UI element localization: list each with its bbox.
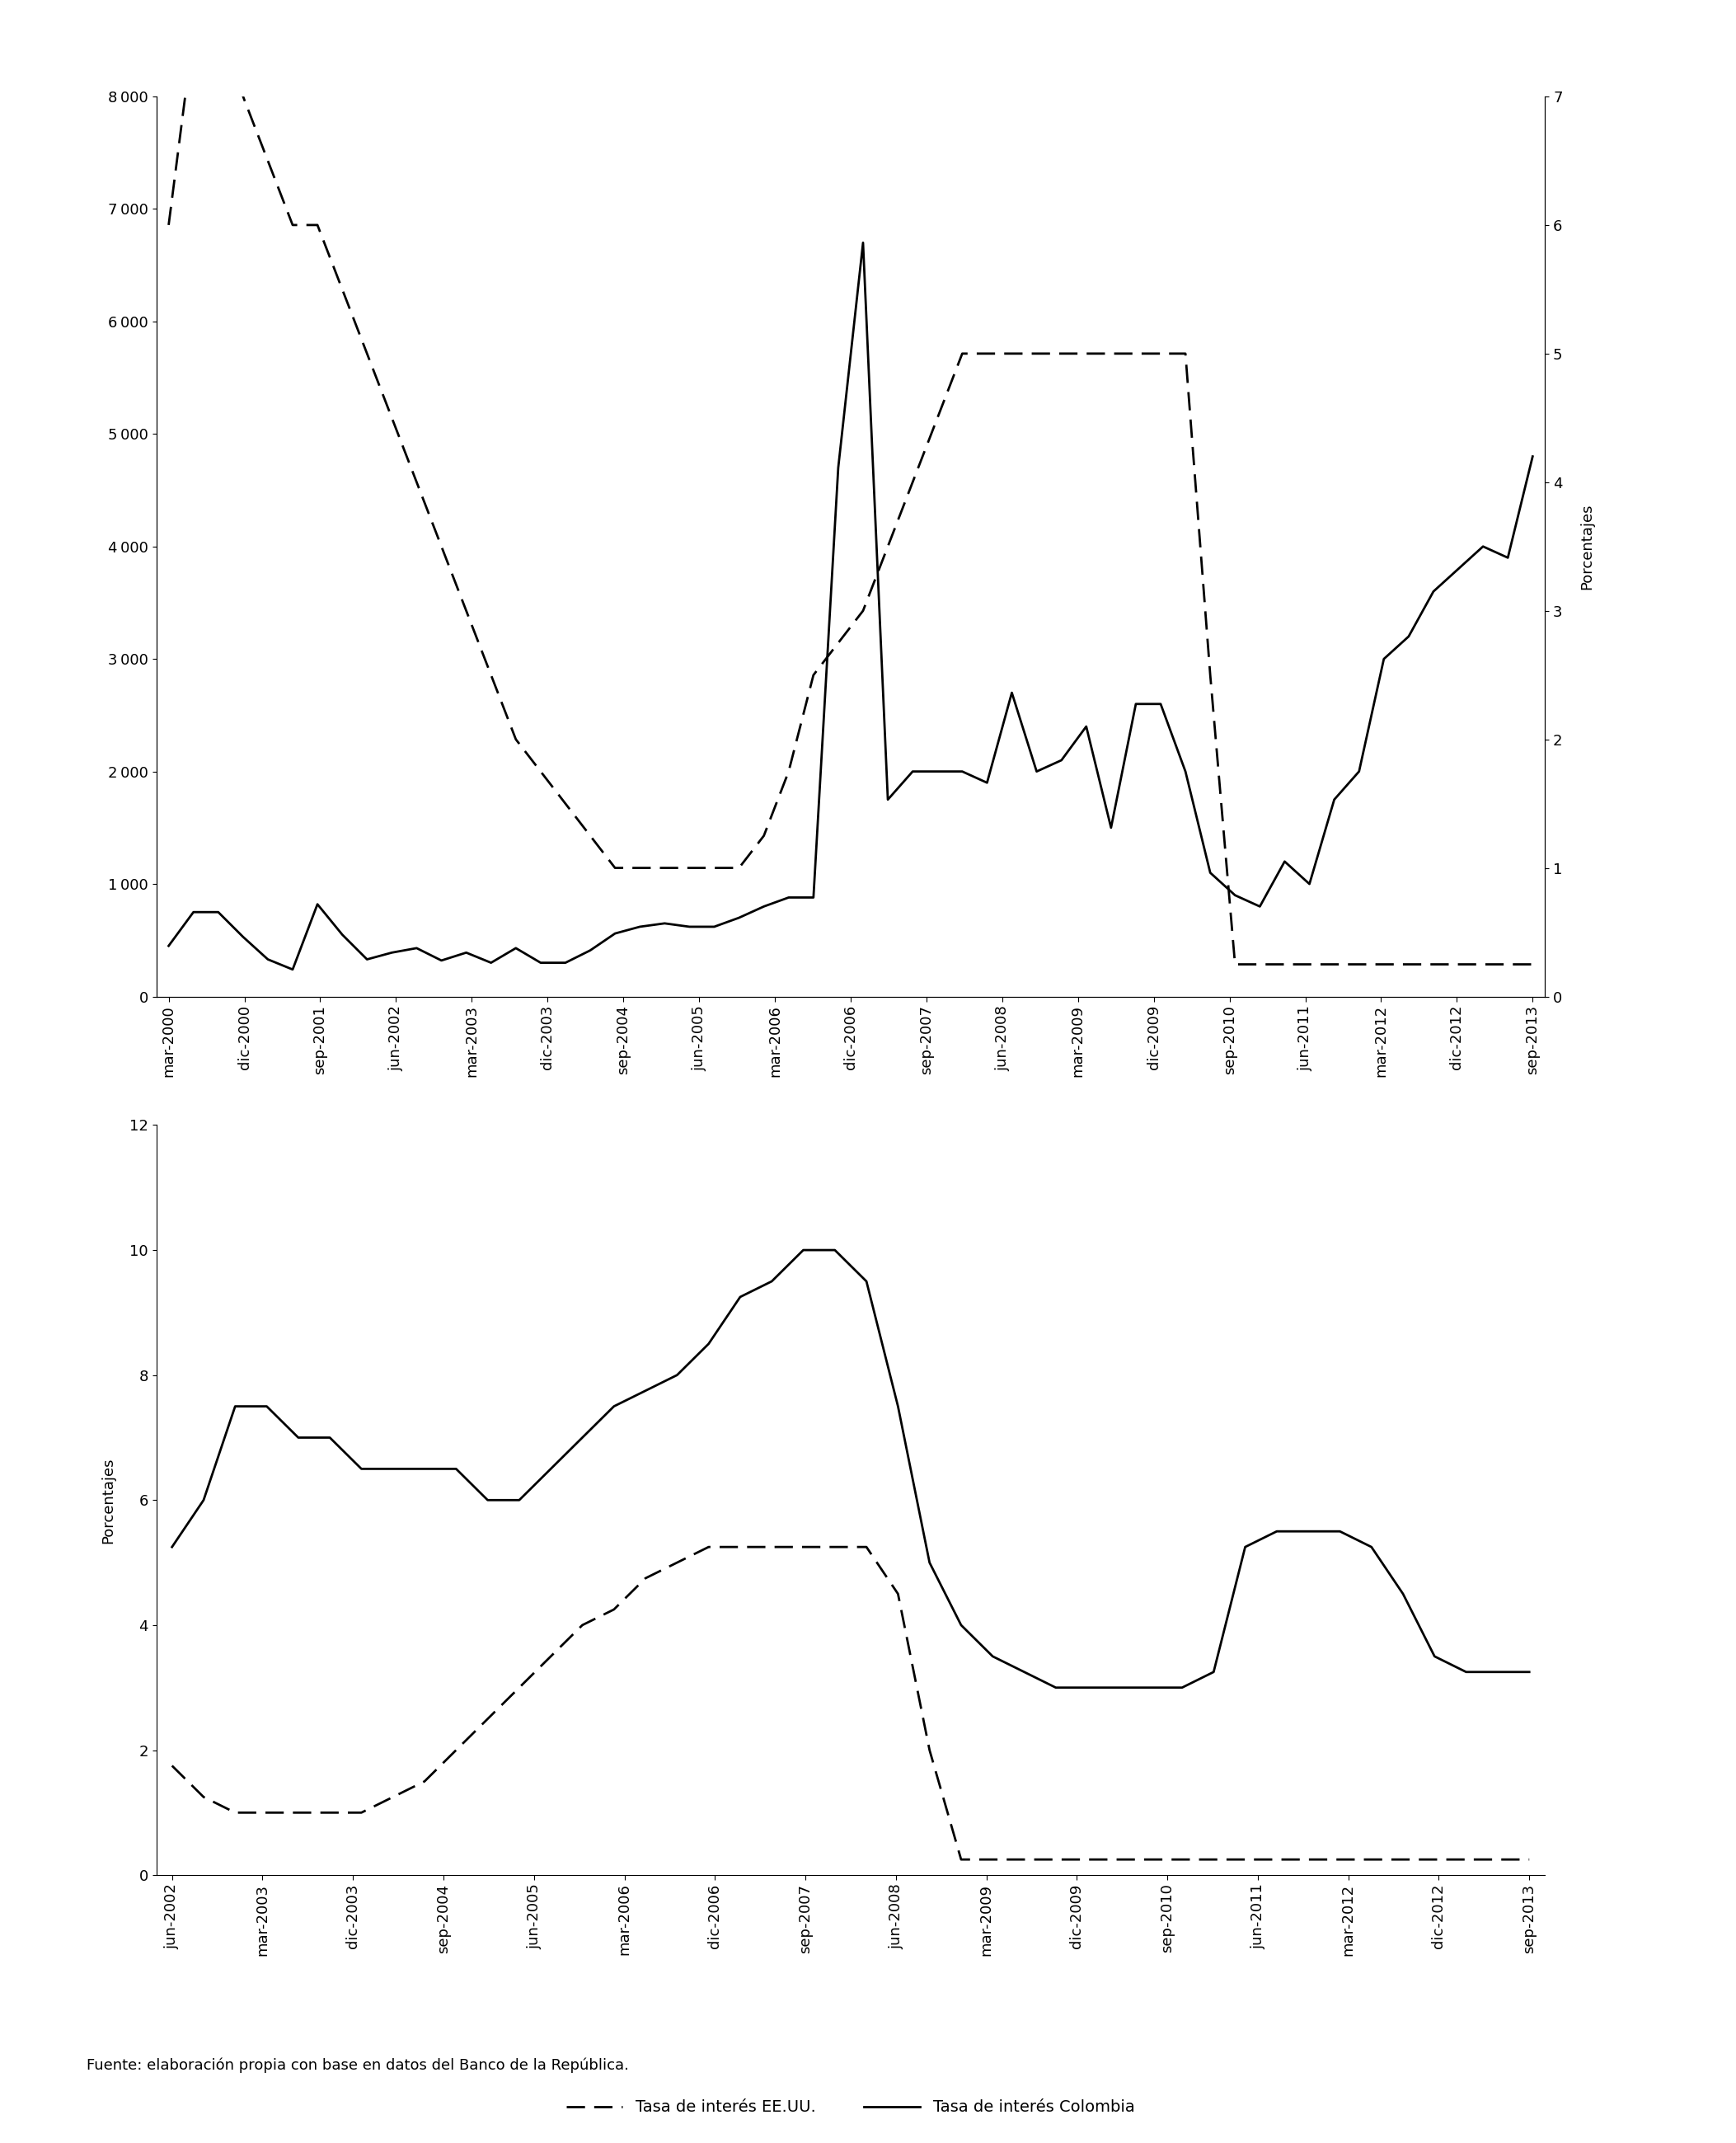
Legend: Tasa de interés EE.UU., Tasa de interés Colombia: Tasa de interés EE.UU., Tasa de interés …: [561, 2094, 1141, 2122]
Y-axis label: Porcentajes: Porcentajes: [1580, 504, 1595, 589]
Y-axis label: Porcentajes: Porcentajes: [101, 1457, 116, 1543]
Legend: Inversión extranjera, Tasa de interés EE.UU.: Inversión extranjera, Tasa de interés EE…: [580, 1256, 1121, 1286]
Text: Fuente: elaboración propia con base en datos del Banco de la República.: Fuente: elaboración propia con base en d…: [87, 2057, 628, 2072]
